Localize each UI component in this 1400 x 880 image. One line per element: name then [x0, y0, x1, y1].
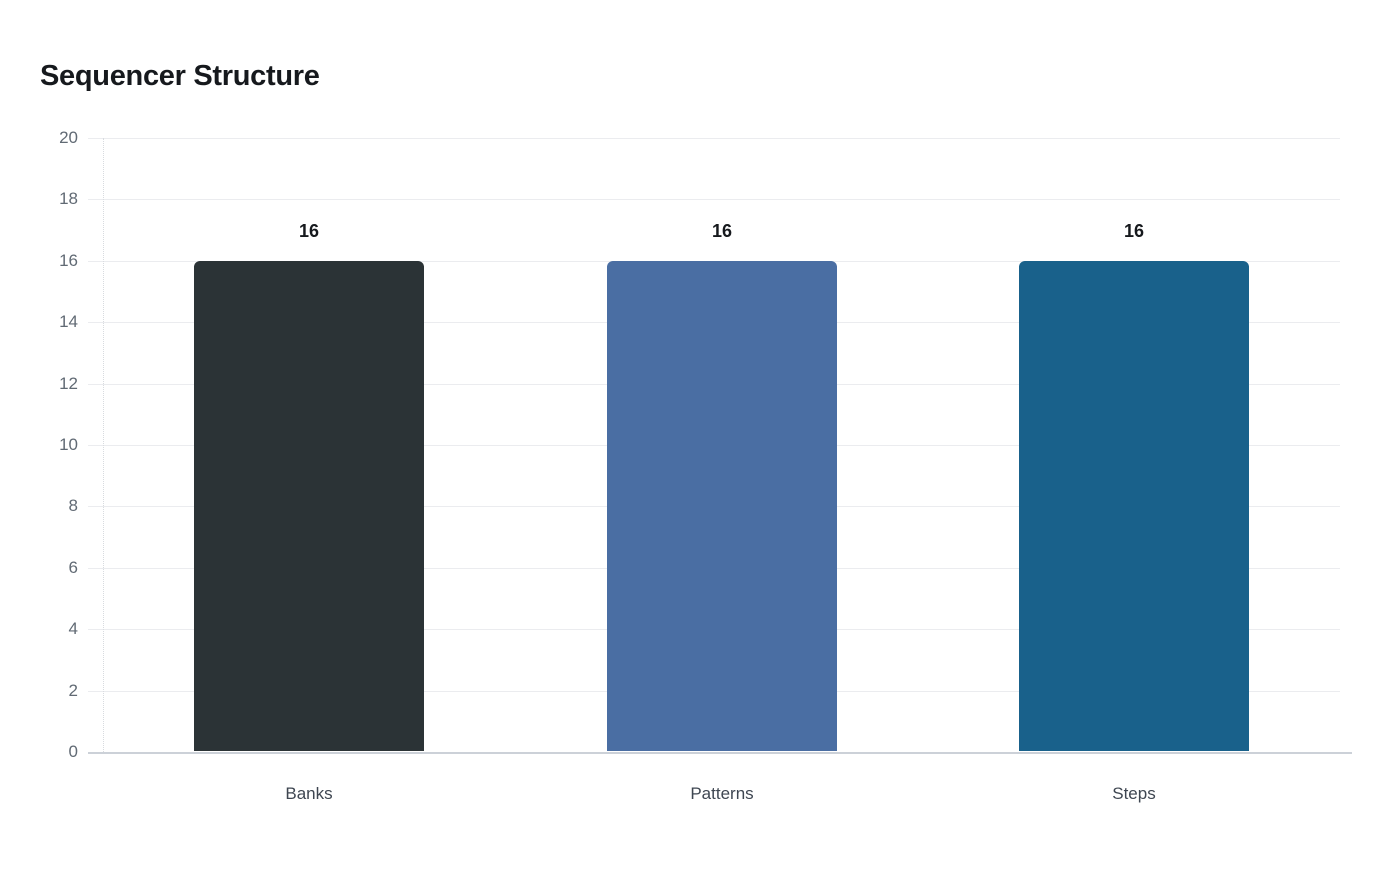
y-axis-tick-label: 12 [59, 374, 78, 393]
x-axis-category-label: Banks [285, 784, 333, 803]
bar-patterns [607, 261, 837, 751]
y-axis-tick-label: 20 [59, 128, 78, 147]
bar-steps [1019, 261, 1249, 751]
bar-value-label: 16 [1123, 221, 1145, 241]
y-axis-tick-label: 18 [59, 189, 78, 208]
gridline [88, 199, 1340, 200]
y-axis-tick-label: 8 [68, 496, 78, 515]
y-axis-tick-label: 10 [59, 435, 78, 454]
x-axis-baseline [88, 752, 1352, 754]
y-axis-tick-label: 2 [68, 681, 78, 700]
bar-value-label: 16 [711, 221, 733, 241]
y-axis-tick-label: 14 [59, 312, 78, 331]
x-axis-category-label: Patterns [690, 784, 754, 803]
y-axis-tick-label: 4 [68, 619, 78, 638]
chart-title: Sequencer Structure [40, 60, 320, 92]
y-axis-tick-label: 0 [68, 742, 78, 761]
y-axis-tick-label: 6 [68, 558, 78, 577]
bar-banks [194, 261, 424, 751]
y-axis-line [103, 138, 104, 752]
x-axis-category-label: Steps [1112, 784, 1156, 803]
bar-value-label: 16 [298, 221, 320, 241]
y-axis-tick-label: 16 [59, 251, 78, 270]
gridline [88, 138, 1340, 139]
